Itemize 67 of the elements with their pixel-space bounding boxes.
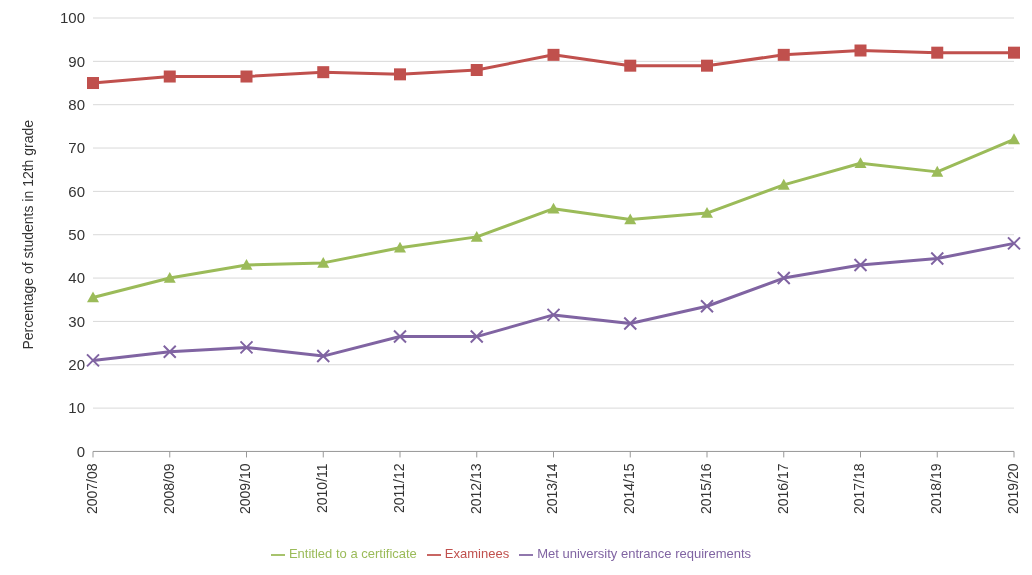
y-tick-label: 30 (68, 312, 85, 330)
point (394, 68, 406, 81)
point (1008, 46, 1020, 59)
point (546, 307, 561, 322)
point (547, 202, 560, 214)
point (624, 59, 637, 72)
point (776, 271, 791, 286)
point (777, 178, 790, 190)
x-tick-label: 2017/18 (851, 463, 868, 515)
point (240, 259, 253, 270)
point (624, 213, 637, 225)
y-axis-title: Percentage of students in 12th grade (19, 119, 36, 350)
y-tick-label: 80 (68, 96, 85, 114)
x-tick-label: 2007/08 (83, 463, 100, 515)
point (317, 256, 330, 268)
point (701, 59, 713, 72)
point (777, 48, 790, 61)
point (930, 251, 945, 266)
point (163, 70, 176, 83)
legend-label: Met university entrance requirements (537, 546, 752, 562)
x-tick-label: 2018/19 (928, 463, 945, 515)
point (853, 258, 868, 273)
x-tick-label: 2009/10 (237, 463, 254, 515)
x-tick-label: 2012/13 (467, 463, 484, 515)
point (393, 329, 407, 344)
point (470, 64, 483, 77)
point (316, 349, 331, 364)
point (86, 353, 100, 368)
x-tick-label: 2014/15 (621, 463, 638, 515)
point (700, 299, 714, 314)
point (470, 230, 483, 242)
x-tick-label: 2011/12 (390, 463, 407, 514)
y-tick-label: 40 (68, 269, 85, 287)
x-tick-label: 2010/11 (314, 463, 331, 514)
point (1008, 133, 1020, 145)
legend-label: Entitled to a certificate (288, 546, 417, 562)
point (87, 291, 99, 303)
y-tick-label: 100 (59, 9, 85, 27)
point (317, 66, 330, 79)
point (854, 44, 867, 57)
point (623, 316, 638, 331)
point (87, 77, 99, 90)
point (162, 344, 177, 359)
x-tick-label: 2016/17 (774, 463, 791, 515)
point (469, 329, 484, 344)
y-tick-label: 60 (68, 182, 85, 200)
legend-label: Examinees (444, 546, 510, 562)
point (239, 340, 254, 355)
point (931, 165, 944, 177)
point (547, 48, 560, 61)
x-tick-label: 2015/16 (697, 463, 714, 515)
y-tick-label: 10 (68, 399, 85, 417)
y-tick-label: 90 (68, 52, 85, 70)
y-tick-label: 20 (68, 356, 85, 374)
x-tick-label: 2008/09 (160, 463, 177, 515)
point (163, 272, 176, 283)
x-tick-label: 2019/20 (1004, 463, 1021, 515)
point (240, 70, 253, 83)
point (1007, 236, 1021, 251)
x-tick-label: 2013/14 (544, 463, 561, 515)
point (854, 157, 867, 168)
y-tick-label: 50 (68, 226, 85, 244)
y-tick-label: 0 (76, 442, 85, 460)
y-tick-label: 70 (68, 139, 85, 157)
point (701, 207, 713, 218)
point (931, 46, 944, 59)
point (394, 241, 406, 253)
